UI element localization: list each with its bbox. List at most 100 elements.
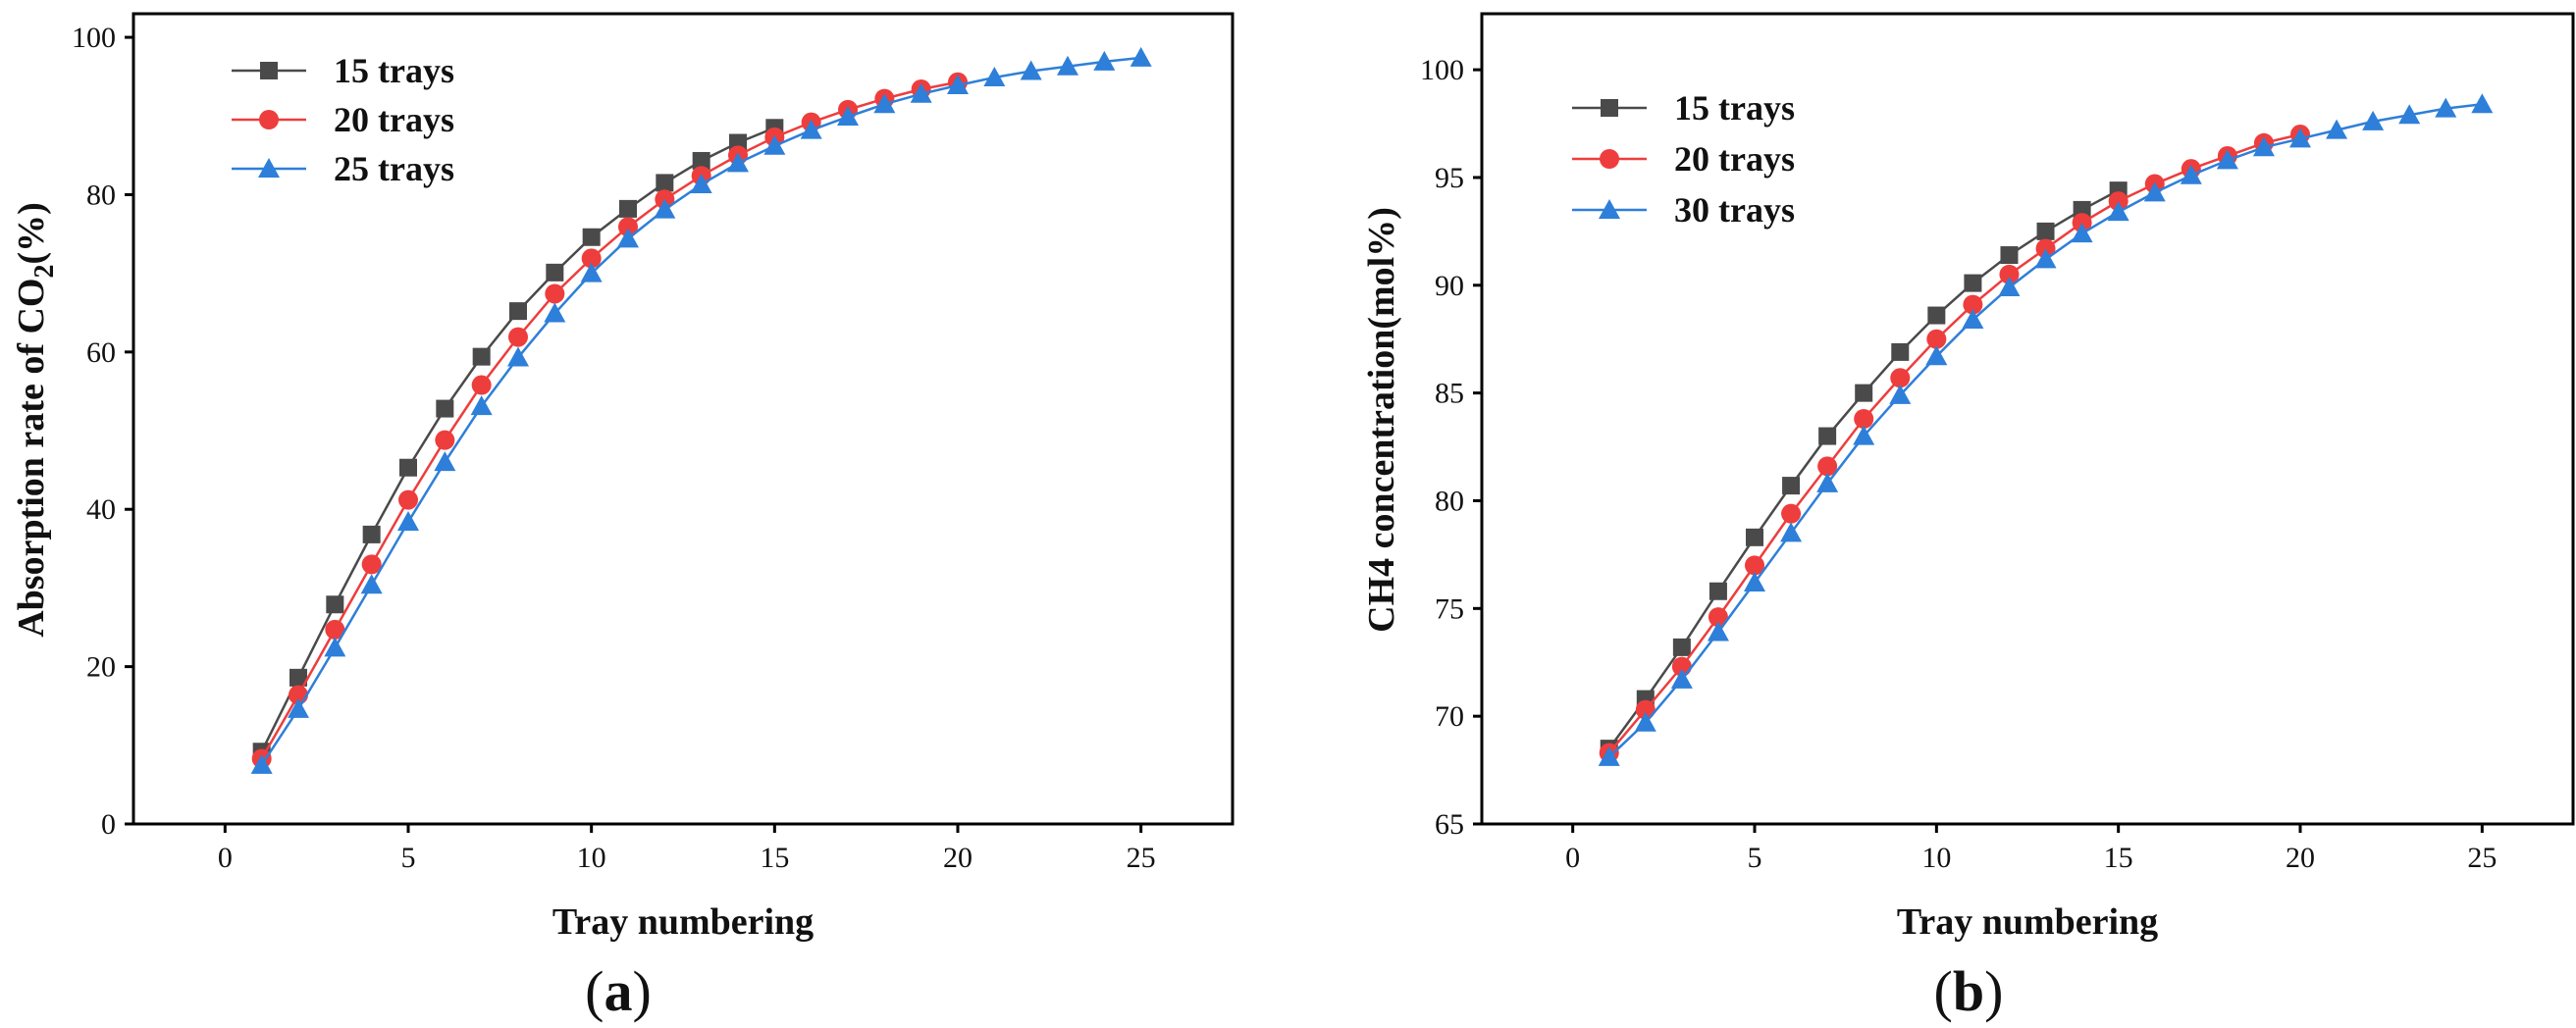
legend-item-a-3: 25 trays bbox=[232, 149, 454, 188]
data-point-b-1 bbox=[1709, 582, 1727, 600]
data-point-a-1 bbox=[289, 668, 307, 687]
data-point-b-1 bbox=[2000, 246, 2019, 265]
x-tick-label-a: 20 bbox=[943, 842, 973, 874]
x-tick-label-b: 10 bbox=[1921, 842, 1951, 874]
legend-marker-a-1 bbox=[260, 62, 278, 79]
legend-marker-b-2 bbox=[1600, 149, 1619, 169]
data-point-b-3 bbox=[1598, 745, 1620, 766]
legend-marker-b-3 bbox=[1599, 199, 1620, 219]
data-point-a-3 bbox=[397, 511, 419, 532]
legend-item-a-2: 20 trays bbox=[232, 100, 454, 139]
data-point-a-1 bbox=[582, 228, 601, 246]
data-point-a-3 bbox=[690, 174, 712, 194]
y-tick-label-a: 100 bbox=[72, 22, 116, 54]
data-point-a-3 bbox=[470, 395, 493, 416]
chart-panel-b: 0 5 10 15 20 25 65 70 75 80 85 90 95 100 Tray numberi… bbox=[1361, 12, 2575, 1023]
series-b-3 bbox=[1598, 93, 2494, 766]
x-axis-title-b: Tray numbering bbox=[1897, 901, 2158, 943]
data-point-b-3 bbox=[1634, 711, 1656, 732]
y-tick-label-a: 20 bbox=[86, 651, 116, 684]
data-point-b-3 bbox=[2107, 201, 2129, 222]
data-point-b-1 bbox=[1855, 384, 1873, 402]
y-axis-title-a: Absorption rate of CO2(%) bbox=[11, 202, 60, 638]
data-point-a-1 bbox=[472, 347, 491, 366]
data-point-b-3 bbox=[2180, 164, 2202, 184]
data-point-b-3 bbox=[1998, 276, 2021, 296]
data-point-b-2 bbox=[1708, 607, 1728, 628]
data-point-b-3 bbox=[1780, 522, 1803, 542]
series-line-a-1 bbox=[260, 127, 775, 752]
data-point-b-3 bbox=[1816, 472, 1839, 492]
y-tick-label-b: 90 bbox=[1435, 270, 1464, 302]
legend-label-a-1: 15 trays bbox=[334, 51, 454, 90]
x-tick-label-a: 5 bbox=[401, 842, 416, 874]
data-point-b-3 bbox=[2034, 248, 2057, 269]
x-tick-label-b: 5 bbox=[1748, 842, 1762, 874]
data-point-b-1 bbox=[1782, 477, 1801, 495]
legend-item-b-2: 20 trays bbox=[1572, 139, 1795, 179]
legend-label-a-3: 25 trays bbox=[334, 149, 454, 188]
data-point-b-3 bbox=[1962, 308, 1984, 329]
data-point-a-3 bbox=[837, 106, 859, 127]
data-point-a-1 bbox=[509, 302, 527, 321]
data-point-a-3 bbox=[910, 82, 932, 103]
data-point-b-1 bbox=[1818, 427, 1837, 445]
data-point-a-1 bbox=[399, 458, 417, 477]
data-point-a-1 bbox=[362, 525, 381, 543]
data-point-a-2 bbox=[325, 619, 345, 640]
legend-label-a-2: 20 trays bbox=[334, 100, 454, 139]
data-point-a-3 bbox=[1093, 50, 1116, 71]
legend-b: 15 trays 20 trays 30 trays bbox=[1572, 88, 1795, 230]
data-point-a-3 bbox=[947, 74, 969, 94]
y-tick-label-b: 65 bbox=[1435, 808, 1464, 841]
data-point-b-1 bbox=[2036, 222, 2055, 240]
data-point-a-2 bbox=[361, 554, 382, 575]
data-point-b-3 bbox=[2326, 119, 2348, 139]
plot-area-a bbox=[250, 46, 1152, 774]
data-point-b-1 bbox=[1964, 274, 1982, 292]
data-point-a-3 bbox=[763, 134, 786, 155]
data-point-a-2 bbox=[471, 375, 492, 395]
y-tick-label-a: 80 bbox=[86, 179, 116, 211]
data-point-a-2 bbox=[435, 430, 455, 450]
data-point-a-3 bbox=[727, 152, 749, 173]
data-point-a-2 bbox=[508, 327, 528, 347]
plot-area-b bbox=[1598, 93, 2494, 766]
data-point-a-3 bbox=[873, 93, 896, 114]
y-tick-label-b: 70 bbox=[1435, 700, 1464, 733]
data-point-a-1 bbox=[619, 199, 637, 218]
data-point-a-3 bbox=[507, 346, 529, 367]
x-tick-label-a: 25 bbox=[1127, 842, 1156, 874]
data-point-b-2 bbox=[1745, 555, 1764, 576]
data-point-b-3 bbox=[1670, 668, 1693, 689]
data-point-a-3 bbox=[1130, 46, 1152, 67]
data-point-b-3 bbox=[2362, 110, 2385, 130]
data-point-a-3 bbox=[580, 262, 603, 283]
x-tick-label-b: 15 bbox=[2104, 842, 2133, 874]
data-point-a-2 bbox=[545, 283, 565, 304]
data-point-b-3 bbox=[2435, 97, 2457, 118]
x-tick-label-b: 20 bbox=[2286, 842, 2315, 874]
data-point-a-3 bbox=[434, 451, 456, 472]
data-point-a-1 bbox=[436, 399, 454, 418]
axis-ticks-b: 0 5 10 15 20 25 65 70 75 80 85 90 95 100 bbox=[1420, 54, 2497, 874]
legend-label-b-2: 20 trays bbox=[1674, 139, 1795, 179]
x-tick-label-b: 25 bbox=[2467, 842, 2497, 874]
data-point-a-3 bbox=[654, 198, 676, 219]
data-point-b-3 bbox=[2216, 149, 2238, 170]
data-point-a-1 bbox=[692, 151, 710, 170]
data-point-a-3 bbox=[250, 753, 273, 774]
data-point-b-2 bbox=[1963, 294, 1983, 315]
data-point-b-3 bbox=[2143, 181, 2166, 202]
data-point-b-2 bbox=[1926, 329, 1947, 349]
data-point-b-2 bbox=[1890, 368, 1911, 388]
data-point-a-3 bbox=[800, 119, 822, 139]
x-tick-label-a: 0 bbox=[218, 842, 233, 874]
legend-a: 15 trays 20 trays 25 trays bbox=[232, 51, 454, 188]
legend-item-b-1: 15 trays bbox=[1572, 88, 1795, 128]
data-point-b-1 bbox=[1746, 528, 1763, 546]
series-a-1 bbox=[252, 119, 784, 761]
data-point-b-3 bbox=[2252, 136, 2275, 157]
plot-frame-b bbox=[1480, 12, 2575, 826]
data-point-b-3 bbox=[2398, 104, 2421, 125]
